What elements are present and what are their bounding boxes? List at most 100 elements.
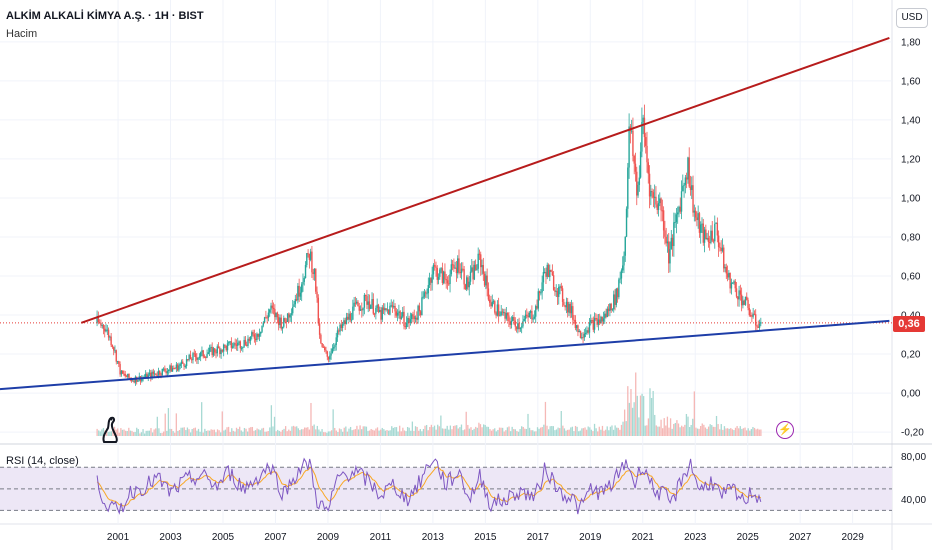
candle-body xyxy=(531,310,533,320)
volume-bar xyxy=(159,433,162,436)
candle-body xyxy=(637,184,639,196)
candle-body xyxy=(740,294,743,306)
volume-bar xyxy=(372,429,374,436)
candle-body xyxy=(529,310,532,313)
candle-body xyxy=(148,372,151,375)
candle-body xyxy=(410,314,413,320)
candle-body xyxy=(370,305,372,309)
volume-legend[interactable]: Hacim xyxy=(6,28,38,40)
candle-body xyxy=(700,224,702,233)
candle-body xyxy=(697,213,699,221)
candle-body xyxy=(189,354,192,360)
volume-bar xyxy=(547,429,550,436)
currency-button[interactable]: USD xyxy=(896,8,928,28)
candle-body xyxy=(110,336,112,346)
candle-body xyxy=(664,230,666,237)
candle-body xyxy=(312,272,314,275)
rsi-legend[interactable]: RSI (14, close) xyxy=(6,455,79,467)
volume-bar xyxy=(102,427,105,436)
candle-body xyxy=(105,329,107,332)
volume-bar xyxy=(476,427,478,436)
volume-bar xyxy=(652,390,654,436)
candle-body xyxy=(725,266,727,274)
volume-bar xyxy=(150,428,152,436)
candle-body xyxy=(735,288,738,297)
candle-body xyxy=(653,196,656,198)
volume-bar xyxy=(277,429,279,436)
volume-bar xyxy=(633,402,635,436)
candle-body xyxy=(262,322,265,326)
candle-body xyxy=(254,338,257,341)
candle-body xyxy=(698,213,701,233)
candle-body xyxy=(444,271,446,279)
candle-body xyxy=(231,346,234,348)
candle-body xyxy=(128,373,130,378)
candle-body xyxy=(437,276,440,280)
candle-body xyxy=(760,321,762,324)
volume-bar xyxy=(736,426,738,436)
rsi-tick-label: 80,00 xyxy=(901,452,926,463)
volume-bar xyxy=(254,430,257,436)
candle-body xyxy=(390,305,392,307)
candle-body xyxy=(587,330,589,333)
candle-body xyxy=(656,204,658,211)
candle-body xyxy=(118,361,120,364)
volume-bar xyxy=(573,431,575,436)
volume-bar xyxy=(644,425,646,436)
event-bolt-icon[interactable]: ⚡ xyxy=(776,421,794,439)
x-tick-label: 2023 xyxy=(684,532,707,543)
y-tick-label: 0,80 xyxy=(901,232,921,243)
candle-body xyxy=(610,303,612,311)
volume-bar xyxy=(359,425,361,436)
volume-bar xyxy=(121,429,124,436)
volume-bar xyxy=(482,424,485,436)
volume-bar xyxy=(99,431,101,436)
volume-bar xyxy=(383,429,385,436)
candle-body xyxy=(645,137,647,146)
volume-bar xyxy=(299,430,301,436)
candle-body xyxy=(655,196,657,205)
volume-bar xyxy=(663,418,665,436)
volume-bar xyxy=(123,429,125,436)
candle-body xyxy=(559,286,561,288)
volume-bar xyxy=(305,427,307,436)
candle-body xyxy=(627,167,629,209)
candle-body xyxy=(526,314,528,316)
volume-bar xyxy=(403,430,406,436)
candle-body xyxy=(583,333,586,338)
volume-bar xyxy=(677,423,680,436)
candle-body xyxy=(472,267,474,280)
volume-bar xyxy=(717,424,719,436)
candle-body xyxy=(500,311,502,316)
candle-body xyxy=(431,274,433,283)
volume-bar xyxy=(597,431,599,436)
volume-bar xyxy=(346,431,349,436)
candle-body xyxy=(445,278,447,281)
volume-bar xyxy=(178,429,181,436)
candle-body xyxy=(569,303,571,314)
candle-body xyxy=(239,341,242,349)
candle-body xyxy=(439,269,441,277)
y-tick-label: 0,60 xyxy=(901,272,921,283)
candle-body xyxy=(702,223,704,243)
candle-body xyxy=(494,301,496,313)
volume-bar xyxy=(126,431,128,436)
volume-bar xyxy=(248,427,250,436)
candle-body xyxy=(593,318,596,330)
candle-body xyxy=(265,317,267,319)
volume-bar xyxy=(639,395,642,436)
candle-body xyxy=(230,341,233,348)
resistance-trendline[interactable] xyxy=(80,37,890,324)
volume-bar xyxy=(498,427,501,436)
volume-bar xyxy=(286,431,288,436)
support-trendline[interactable] xyxy=(0,319,890,391)
volume-bar xyxy=(587,426,589,436)
volume-bar xyxy=(218,430,220,436)
volume-bar xyxy=(364,426,366,436)
candle-body xyxy=(156,374,158,376)
candle-body xyxy=(746,296,748,300)
volume-bar xyxy=(405,431,407,436)
candle-body xyxy=(581,337,583,339)
candle-body xyxy=(591,320,593,322)
